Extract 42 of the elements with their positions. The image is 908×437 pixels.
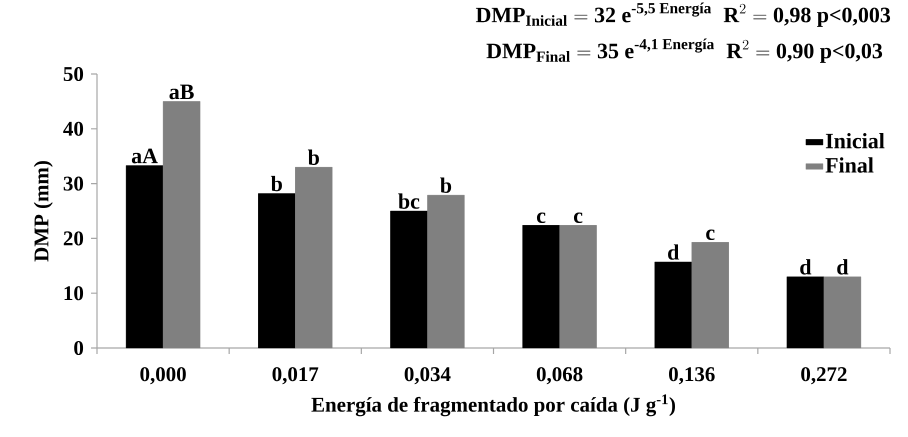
chart-title: $\text{DMP}_{\text{Inicial}} = \text{32 e}^{\text{-5,5 Energía}}\;\; \text{R}^{2} = \text{0,98 p<0,003}$ xyxy=(476,2,890,27)
x-tick-label: 0,136 xyxy=(669,367,715,384)
bar xyxy=(258,193,296,348)
bar xyxy=(390,210,428,348)
chart-subtitle: $\text{DMP}_{\text{Final}} = \text{35 e}^{\text{-4,1 Energía}}\;\; \text{R}^{2} = \text{0,90 p<0,03}$ xyxy=(486,38,882,63)
x-tick-label: 0,000 xyxy=(140,367,186,384)
bar xyxy=(295,166,332,348)
y-axis-title: DMP (mm) xyxy=(34,161,53,262)
annotation: aB xyxy=(170,84,194,100)
annotation: d xyxy=(668,244,680,260)
legend-label: Final xyxy=(826,157,874,173)
y-tick-label: 10 xyxy=(64,286,84,300)
annotation: c xyxy=(536,212,546,224)
bar xyxy=(786,276,824,348)
bar xyxy=(559,225,597,348)
y-tick-label: 30 xyxy=(64,176,84,191)
y-tick-label: 0 xyxy=(74,340,84,356)
annotation: bc xyxy=(398,193,420,209)
annotation: d xyxy=(837,259,848,275)
bar xyxy=(654,262,692,348)
y-tick-label: 50 xyxy=(64,66,84,82)
annotation: b xyxy=(308,150,319,165)
annotation: c xyxy=(574,212,582,224)
annotation: b xyxy=(440,178,452,193)
x-axis-title: Energía de fragmentado por caída (J g$^{-1}$) xyxy=(311,394,675,416)
y-tick-label: 20 xyxy=(64,231,84,246)
y-tick-label: 40 xyxy=(63,122,84,136)
annotation: b xyxy=(270,176,282,192)
x-tick-label: 0,068 xyxy=(536,367,582,384)
annotation: d xyxy=(800,259,812,275)
bar xyxy=(522,225,560,348)
bar xyxy=(162,101,200,348)
x-tick-label: 0,272 xyxy=(801,367,847,384)
x-tick-label: 0,017 xyxy=(272,367,318,384)
annotation: c xyxy=(706,230,715,240)
bar xyxy=(692,242,729,348)
bar xyxy=(824,276,862,348)
annotation: aA xyxy=(132,148,158,164)
bar xyxy=(126,165,164,348)
legend-label: Inicial xyxy=(826,132,884,148)
bar xyxy=(427,194,465,348)
x-tick-label: 0,034 xyxy=(404,367,451,384)
